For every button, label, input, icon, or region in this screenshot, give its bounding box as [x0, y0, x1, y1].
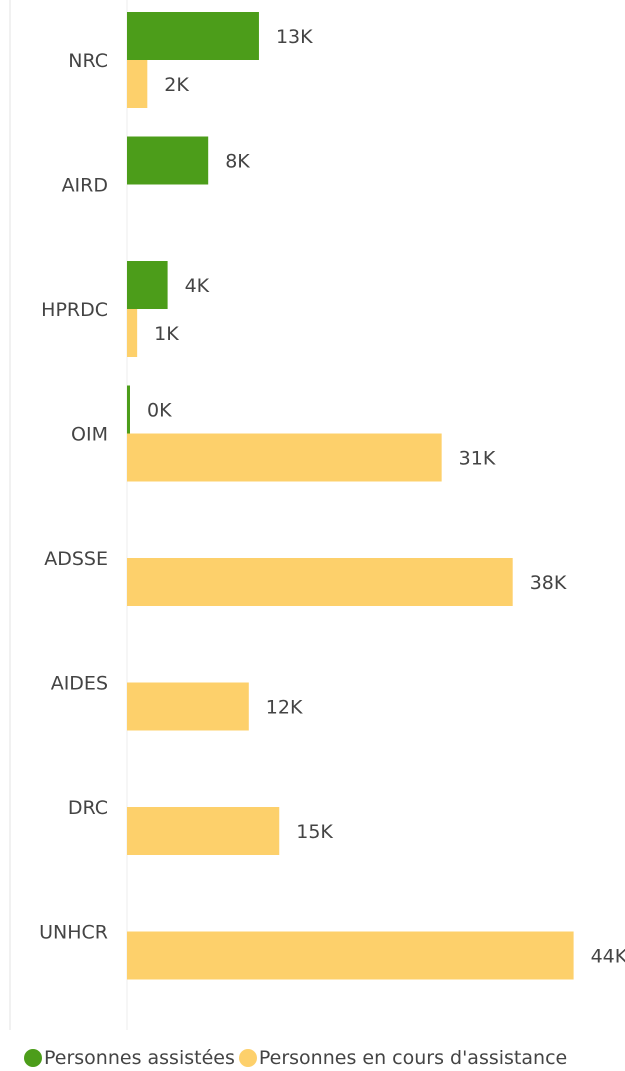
data-label-hprdc-assistees: 4K [185, 275, 210, 297]
data-label-oim-en-cours: 31K [459, 448, 496, 470]
category-labels: NRC AIRD HPRDC OIM ADSSE AIDES DRC UNHCR [39, 50, 108, 944]
category-label-unhcr: UNHCR [39, 922, 108, 944]
category-label-aides: AIDES [51, 673, 108, 695]
bar-drc-en-cours[interactable] [127, 807, 280, 855]
legend-item-personnes-en-cours[interactable]: Personnes en cours d'assistance [238, 1047, 568, 1069]
yellow-circle-icon [238, 1049, 257, 1067]
bar-hprdc-en-cours[interactable] [127, 309, 138, 357]
data-label-oim-assistees: 0K [147, 400, 172, 422]
data-label-aird-assistees: 8K [225, 151, 250, 173]
bar-adsse-en-cours[interactable] [127, 558, 513, 606]
data-label-nrc-assistees: 13K [276, 26, 313, 48]
category-label-nrc: NRC [68, 50, 108, 72]
bar-nrc-en-cours[interactable] [127, 60, 148, 108]
bar-chart: NRC AIRD HPRDC OIM ADSSE AIDES DRC UNHCR 13K 2K 8… [9, 0, 625, 1030]
data-label-adsse-en-cours: 38K [530, 572, 567, 594]
category-label-adsse: ADSSE [44, 548, 108, 570]
category-label-hprdc: HPRDC [41, 299, 108, 321]
bar-oim-assistees[interactable] [127, 385, 130, 434]
legend-label: Personnes en cours d'assistance [258, 1047, 568, 1069]
category-label-oim: OIM [71, 424, 108, 446]
data-label-nrc-en-cours: 2K [164, 74, 189, 96]
legend-item-personnes-assistees[interactable]: Personnes assistées [24, 1047, 235, 1069]
category-label-drc: DRC [68, 797, 108, 819]
bars [127, 12, 574, 980]
category-label-aird: AIRD [62, 175, 108, 197]
legend-label: Personnes assistées [44, 1047, 235, 1069]
bar-aird-assistees[interactable] [127, 136, 209, 185]
data-label-unhcr-en-cours: 44K [591, 946, 625, 968]
bar-hprdc-assistees[interactable] [127, 261, 168, 309]
bar-nrc-assistees[interactable] [127, 12, 259, 60]
legend: Personnes assistées Personnes en cours d… [24, 1045, 571, 1071]
bar-unhcr-en-cours[interactable] [127, 931, 574, 980]
data-label-hprdc-en-cours: 1K [154, 323, 179, 345]
green-circle-icon [24, 1049, 42, 1067]
data-label-drc-en-cours: 15K [296, 821, 333, 843]
bar-aides-en-cours[interactable] [127, 682, 249, 731]
data-label-aides-en-cours: 12K [266, 697, 303, 719]
data-labels: 13K 2K 8K 4K 1K 0K 31K 38K 12K 15K 44K [147, 26, 625, 968]
bar-oim-en-cours[interactable] [127, 433, 442, 482]
